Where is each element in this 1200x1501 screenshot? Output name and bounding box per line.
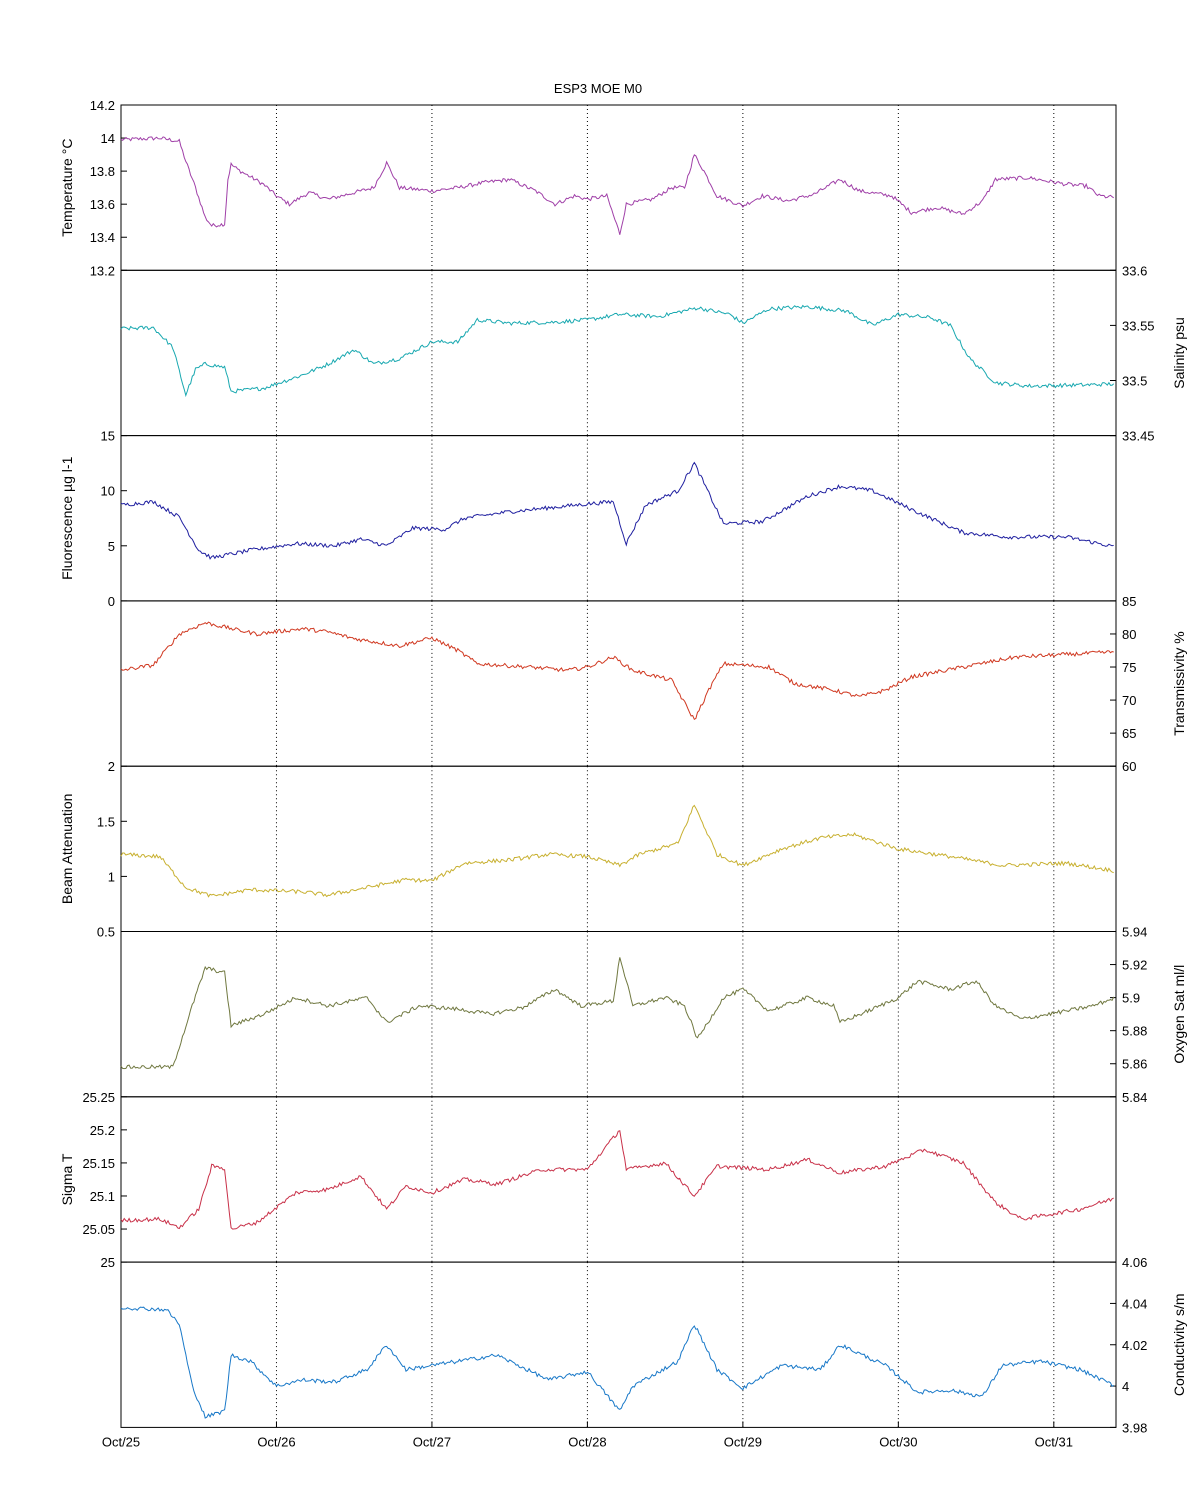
panel-frame bbox=[120, 765, 1117, 933]
y-tick-label: 3.98 bbox=[1122, 1420, 1147, 1435]
panel-frame bbox=[120, 600, 1117, 767]
y-tick-label: 13.4 bbox=[90, 230, 115, 245]
salinity-series-line bbox=[120, 304, 1115, 398]
y-tick-label: 25.2 bbox=[90, 1123, 115, 1138]
y-tick-label: 2 bbox=[108, 759, 115, 774]
panel-frame bbox=[120, 269, 1117, 437]
x-tick-label: Oct/25 bbox=[102, 1434, 140, 1449]
y-tick-label: 25.05 bbox=[82, 1222, 115, 1237]
panel-sigma_t: 25 25.05 25.1 25.15 25.2 25.25 Sigma T bbox=[59, 1090, 1117, 1270]
y-tick-label: 5.86 bbox=[1122, 1057, 1147, 1072]
y-tick-label: 33.55 bbox=[1122, 318, 1155, 333]
y-tick-label: 5.88 bbox=[1122, 1024, 1147, 1039]
fluorescence-series-line bbox=[120, 461, 1114, 560]
chart-title: ESP3 MOE M0 bbox=[554, 81, 642, 96]
y-tick-label: 13.6 bbox=[90, 197, 115, 212]
y-axis-label: Conductivity s/m bbox=[1171, 1293, 1187, 1396]
panel-frame bbox=[120, 104, 1117, 271]
y-tick-label: 4.04 bbox=[1122, 1296, 1147, 1311]
y-tick-label: 33.6 bbox=[1122, 263, 1147, 278]
y-axis-label: Oxygen Sat ml/l bbox=[1171, 965, 1187, 1064]
x-tick-label: Oct/27 bbox=[413, 1434, 451, 1449]
y-tick-label: 4.02 bbox=[1122, 1338, 1147, 1353]
y-tick-label: 0 bbox=[108, 594, 115, 609]
conductivity-series-line bbox=[120, 1306, 1114, 1419]
panel-frame bbox=[120, 1261, 1117, 1428]
y-tick-label: 5.9 bbox=[1122, 991, 1140, 1006]
sigma_t-series-line bbox=[120, 1130, 1114, 1230]
y-tick-label: 5 bbox=[108, 539, 115, 554]
transmissivity-series-line bbox=[120, 621, 1114, 721]
y-tick-label: 25.1 bbox=[90, 1189, 115, 1204]
y-tick-label: 33.45 bbox=[1122, 429, 1155, 444]
y-axis-label: Fluorescence µg l-1 bbox=[59, 456, 75, 579]
y-tick-label: 4 bbox=[1122, 1379, 1129, 1394]
y-tick-label: 25 bbox=[101, 1255, 115, 1270]
y-tick-label: 13.8 bbox=[90, 164, 115, 179]
y-axis-label: Transmissivity % bbox=[1171, 631, 1187, 736]
y-tick-label: 1 bbox=[108, 869, 115, 884]
x-tick-label: Oct/31 bbox=[1035, 1434, 1073, 1449]
panel-beam_attenuation: 0.5 1 1.5 2 Beam Attenuation bbox=[59, 759, 1117, 940]
y-tick-label: 0.5 bbox=[97, 925, 115, 940]
y-tick-label: 1.5 bbox=[97, 814, 115, 829]
y-tick-label: 5.94 bbox=[1122, 925, 1147, 940]
y-axis-label: Sigma T bbox=[59, 1153, 75, 1205]
y-tick-label: 80 bbox=[1122, 627, 1136, 642]
y-tick-label: 5.84 bbox=[1122, 1090, 1147, 1105]
x-axis: Oct/25 Oct/26 Oct/27 Oct/28 Oct/29 Oct/30 Oct/… bbox=[102, 1421, 1073, 1449]
x-tick-label: Oct/28 bbox=[568, 1434, 606, 1449]
panel-frame bbox=[120, 1096, 1117, 1263]
beam_attenuation-series-line bbox=[120, 804, 1114, 898]
y-axis-label: Beam Attenuation bbox=[59, 794, 75, 905]
x-tick-label: Oct/26 bbox=[257, 1434, 295, 1449]
y-tick-label: 33.5 bbox=[1122, 374, 1147, 389]
x-tick-label: Oct/29 bbox=[724, 1434, 762, 1449]
oxygen_sat-series-line bbox=[120, 957, 1115, 1070]
y-tick-label: 14 bbox=[101, 131, 115, 146]
y-tick-label: 10 bbox=[101, 484, 115, 499]
y-tick-label: 14.2 bbox=[90, 98, 115, 113]
y-tick-label: 75 bbox=[1122, 660, 1136, 675]
y-tick-label: 25.15 bbox=[82, 1156, 115, 1171]
y-axis-label: Temperature °C bbox=[59, 139, 75, 237]
panel-fluorescence: 0 5 10 15 Fluorescence µg l-1 bbox=[59, 429, 1117, 609]
y-tick-label: 60 bbox=[1122, 759, 1136, 774]
y-tick-label: 85 bbox=[1122, 594, 1136, 609]
y-tick-label: 70 bbox=[1122, 693, 1136, 708]
panel-conductivity: 3.98 4 4.02 4.04 4.06 Conductivity s/m bbox=[120, 1255, 1187, 1435]
y-tick-label: 65 bbox=[1122, 726, 1136, 741]
x-tick-label: Oct/30 bbox=[879, 1434, 917, 1449]
panel-temperature: 13.2 13.4 13.6 13.8 14 14.2 Temperature °C bbox=[59, 98, 1117, 278]
y-tick-label: 4.06 bbox=[1122, 1255, 1147, 1270]
panel-oxygen_sat: 5.84 5.86 5.88 5.9 5.92 5.94 Oxygen Sat ml/l bbox=[120, 925, 1187, 1105]
y-tick-label: 5.92 bbox=[1122, 958, 1147, 973]
temperature-series-line bbox=[120, 136, 1114, 235]
y-tick-label: 13.2 bbox=[90, 263, 115, 278]
y-tick-label: 25.25 bbox=[82, 1090, 115, 1105]
y-tick-label: 15 bbox=[101, 429, 115, 444]
y-axis-label: Salinity psu bbox=[1171, 317, 1187, 389]
panel-frame bbox=[120, 931, 1117, 1098]
panel-salinity: 33.45 33.5 33.55 33.6 Salinity psu bbox=[120, 263, 1187, 444]
panel-transmissivity: 60 65 70 75 80 85 Transmissivity % bbox=[120, 594, 1187, 774]
